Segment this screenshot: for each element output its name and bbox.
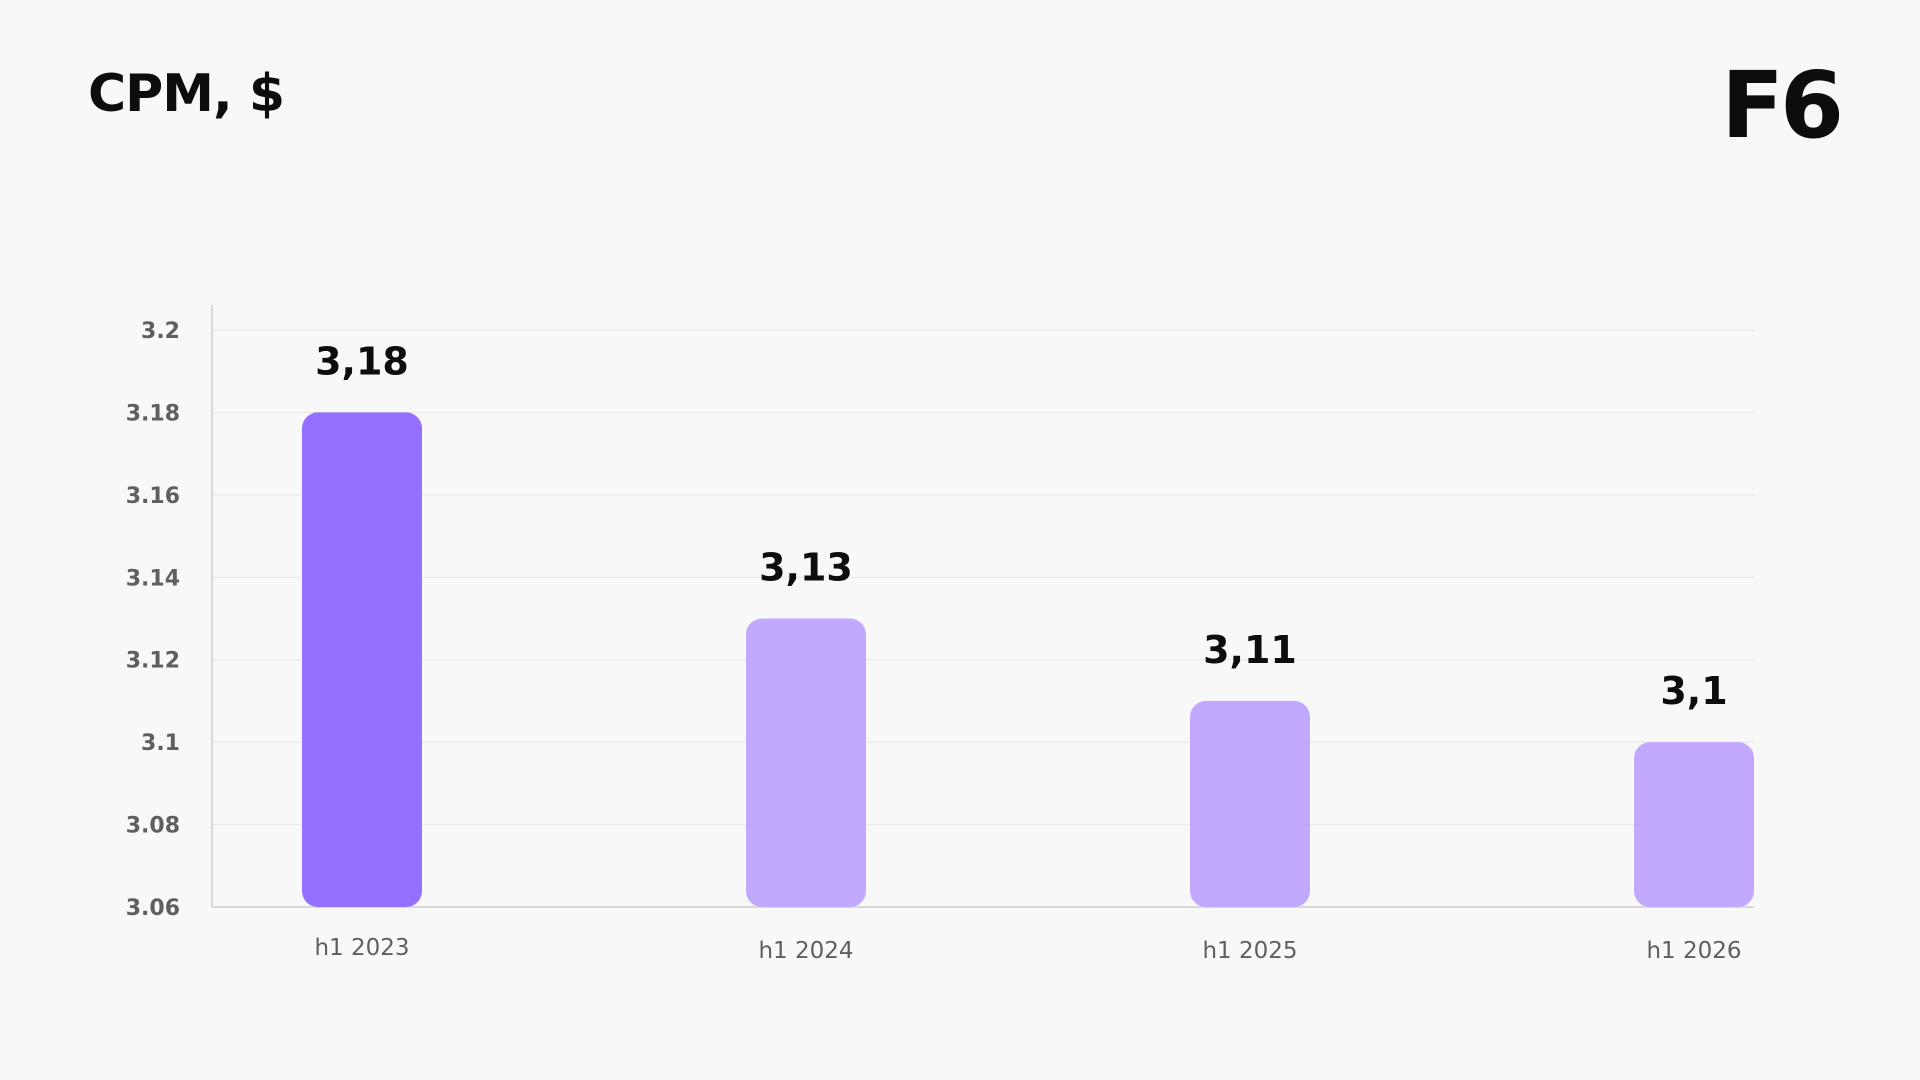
x-tick-label: h1 2025 (1202, 938, 1297, 964)
y-tick-label: 3.12 (126, 649, 180, 674)
y-tick-label: 3.06 (126, 896, 180, 921)
bar (1634, 742, 1754, 907)
bar-value-label: 3,11 (1203, 628, 1297, 672)
bar-value-label: 3,18 (315, 339, 409, 383)
bar-value-label: 3,13 (759, 546, 853, 590)
bar (1190, 700, 1310, 907)
chart-title: CPM, $ (88, 64, 285, 124)
bar-value-label: 3,1 (1660, 669, 1727, 713)
x-tick-label: h1 2026 (1646, 938, 1741, 964)
brand-logo: F6 (1721, 52, 1844, 159)
bar (302, 412, 422, 907)
y-tick-label: 3.2 (141, 319, 180, 344)
x-tick-label: h1 2024 (758, 938, 853, 964)
y-tick-label: 3.08 (126, 814, 180, 839)
y-tick-label: 3.1 (141, 731, 180, 756)
x-tick-label: h1 2023 (314, 935, 409, 961)
y-tick-label: 3.14 (126, 566, 180, 591)
bar (746, 618, 866, 907)
y-tick-label: 3.18 (126, 401, 180, 426)
y-tick-label: 3.16 (126, 484, 180, 509)
